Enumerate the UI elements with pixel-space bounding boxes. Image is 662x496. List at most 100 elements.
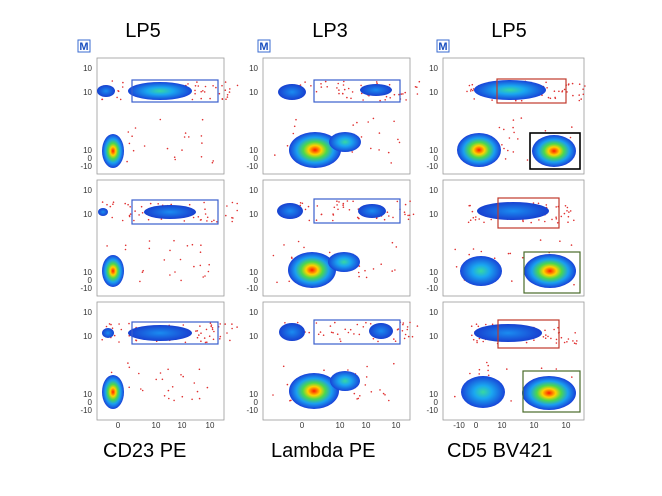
event-dot xyxy=(219,335,222,338)
event-dot xyxy=(404,91,407,94)
event-dot xyxy=(396,200,399,203)
event-dot xyxy=(342,84,345,86)
event-dot xyxy=(109,205,112,208)
event-dot xyxy=(471,210,474,213)
event-dot xyxy=(512,151,515,153)
event-dot xyxy=(155,378,157,381)
y-tick-label: -10 xyxy=(426,406,438,415)
event-dot xyxy=(454,248,457,251)
event-dot xyxy=(101,98,104,101)
event-dot xyxy=(572,340,574,342)
event-dot xyxy=(315,219,318,221)
event-dot xyxy=(132,149,135,152)
event-dot xyxy=(556,222,559,224)
event-dot xyxy=(525,341,528,344)
gate-upper xyxy=(131,321,219,345)
event-dot xyxy=(133,219,135,222)
event-dot xyxy=(472,88,475,90)
event-dot xyxy=(393,93,396,96)
event-dot xyxy=(187,83,189,85)
event-dot xyxy=(493,257,496,260)
event-dot xyxy=(199,325,201,327)
y-tick-label: 10 xyxy=(83,268,92,277)
event-dot xyxy=(119,98,122,101)
event-dot xyxy=(360,92,363,95)
event-dot xyxy=(128,214,131,217)
event-dot xyxy=(229,88,231,90)
y-tick-label: 10 xyxy=(249,186,258,195)
x-tick-label: 0 xyxy=(116,421,121,430)
event-dot xyxy=(362,326,365,328)
population-2 xyxy=(358,204,386,218)
event-dot xyxy=(573,342,576,345)
event-dot xyxy=(365,276,368,279)
event-dot xyxy=(209,322,212,325)
event-dot xyxy=(547,96,550,99)
x-tick-label: 10 xyxy=(336,421,345,430)
event-dot xyxy=(475,323,478,326)
event-dot xyxy=(160,218,163,220)
event-dot xyxy=(161,378,164,381)
event-dot xyxy=(226,94,229,96)
event-dot xyxy=(555,368,558,370)
event-dot xyxy=(357,397,360,400)
event-dot xyxy=(291,257,293,260)
y-tick-label: 10 xyxy=(429,146,438,155)
y-tick-label: 10 xyxy=(249,308,258,317)
y-tick-label: 10 xyxy=(429,332,438,341)
event-dot xyxy=(207,270,210,273)
event-dot xyxy=(578,94,580,96)
event-dot xyxy=(221,98,224,100)
event-dot xyxy=(482,340,485,343)
event-dot xyxy=(360,136,363,138)
y-tick-label: 0 xyxy=(254,276,259,285)
event-dot xyxy=(455,266,458,268)
event-dot xyxy=(471,83,474,86)
event-dot xyxy=(416,86,418,88)
event-dot xyxy=(389,97,392,99)
event-dot xyxy=(209,97,211,100)
event-dot xyxy=(578,99,581,102)
event-dot xyxy=(173,239,175,242)
gate-upper xyxy=(497,197,560,229)
event-dot xyxy=(196,336,199,339)
event-dot xyxy=(520,99,523,102)
event-dot xyxy=(236,84,239,87)
event-dot xyxy=(224,323,226,325)
event-dot xyxy=(200,340,202,343)
population-1 xyxy=(128,82,192,100)
event-dot xyxy=(127,131,130,133)
event-dot xyxy=(195,330,197,332)
event-dot xyxy=(283,244,285,246)
event-dot xyxy=(208,335,211,338)
population-4 xyxy=(329,132,361,152)
x-axis-label-3: CD5 BV421 xyxy=(447,440,553,462)
population-2 xyxy=(460,256,502,286)
event-dot xyxy=(213,330,215,333)
event-dot xyxy=(563,341,566,344)
event-dot xyxy=(231,201,234,204)
population-1 xyxy=(277,203,303,219)
event-dot xyxy=(202,90,204,92)
event-dot xyxy=(522,219,524,221)
event-dot xyxy=(409,200,411,202)
event-dot xyxy=(555,342,558,344)
event-dot xyxy=(167,368,169,371)
event-dot xyxy=(487,364,490,367)
event-dot xyxy=(486,361,488,364)
event-dot xyxy=(213,219,215,222)
event-dot xyxy=(394,340,397,343)
x-tick-label: 10 xyxy=(530,421,539,430)
event-dot xyxy=(561,91,563,93)
event-dot xyxy=(490,218,493,221)
event-dot xyxy=(480,250,483,253)
event-dot xyxy=(106,245,108,247)
event-dot xyxy=(292,132,295,135)
event-dot xyxy=(407,214,409,217)
event-dot xyxy=(200,244,202,246)
y-tick-label: 0 xyxy=(88,154,93,163)
y-tick-label: -10 xyxy=(246,406,258,415)
column-title-1: LP5 xyxy=(125,20,161,42)
y-tick-label: 10 xyxy=(83,186,92,195)
